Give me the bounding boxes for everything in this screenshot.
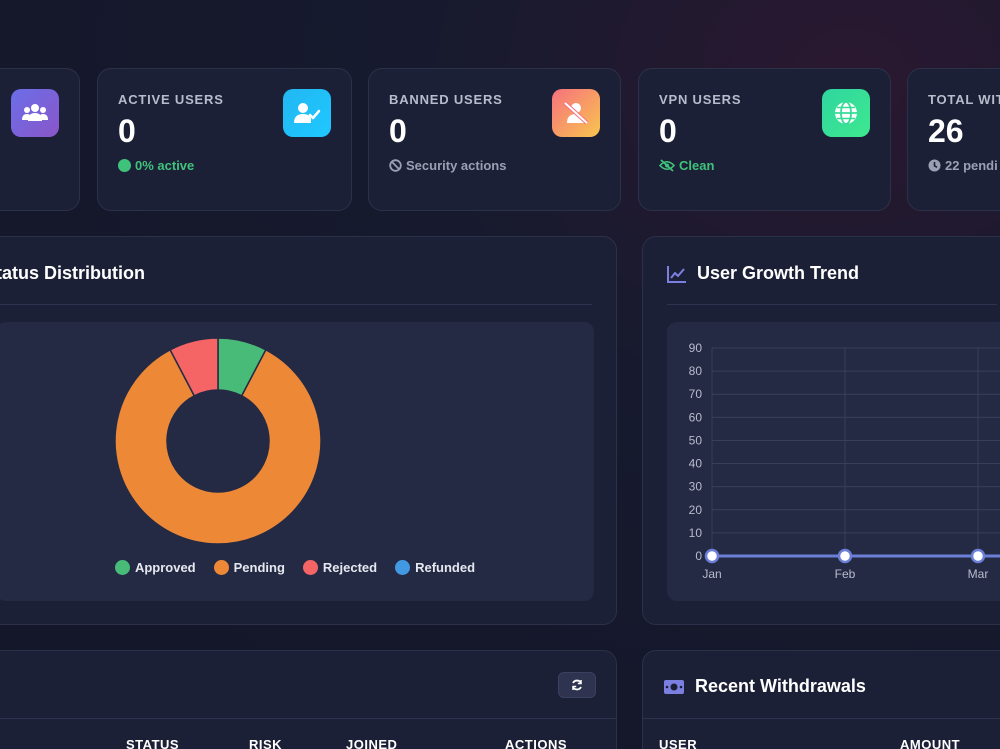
stat-card-total-withdrawals: TOTAL WIT 26 22 pendi	[907, 68, 1000, 211]
column-header-actions[interactable]: ACTIONS	[505, 737, 567, 749]
stat-sub: 0% active	[118, 158, 194, 173]
stat-card-banned-users: BANNED USERS 0 Security actions	[368, 68, 621, 211]
stat-card-active-users: ACTIVE USERS 0 0% active	[97, 68, 352, 211]
chart-line-icon	[667, 265, 686, 283]
legend-swatch	[114, 560, 130, 575]
y-tick-label: 60	[689, 410, 703, 424]
stat-label: VPN USERS	[659, 92, 742, 107]
eye-slash-icon	[659, 159, 675, 172]
stat-value: 0	[118, 113, 136, 149]
clock-icon	[928, 159, 941, 172]
line-chart-area: 0 10 20 30 40 50 60 70 80 90 Jan Feb Mar	[667, 322, 1000, 601]
stat-sub: Clean	[659, 158, 714, 173]
legend-label: Pending	[233, 560, 285, 575]
divider	[0, 304, 592, 305]
y-tick-label: 0	[695, 549, 702, 563]
status-distribution-panel: tatus Distribution Approved Pending Reje…	[0, 236, 617, 625]
y-tick-label: 40	[689, 457, 703, 471]
money-bill-icon	[664, 679, 684, 694]
y-tick-label: 90	[689, 341, 703, 355]
recent-withdrawals-panel: Recent Withdrawals USER AMOUNT	[642, 650, 1000, 749]
y-tick-label: 20	[689, 503, 703, 517]
y-tick-label: 30	[689, 480, 703, 494]
divider	[643, 718, 1000, 719]
legend-item-approved[interactable]: Approved	[114, 560, 196, 575]
refresh-button[interactable]	[558, 672, 596, 698]
data-point[interactable]	[837, 548, 853, 564]
stat-sub: 22 pendi	[928, 158, 998, 173]
stat-label: ACTIVE USERS	[118, 92, 224, 107]
y-tick-label: 50	[689, 433, 703, 447]
column-header-status[interactable]: STATUS	[126, 737, 180, 749]
legend-swatch	[395, 560, 411, 575]
column-header-joined[interactable]: JOINED	[346, 737, 398, 749]
stat-value: 0	[389, 113, 407, 149]
legend-label: Approved	[134, 560, 196, 575]
stat-sub: Security actions	[389, 158, 506, 173]
x-tick-label: Jan	[702, 567, 721, 581]
legend-item-rejected[interactable]: Rejected	[302, 560, 378, 575]
data-point[interactable]	[704, 548, 720, 564]
y-tick-label: 10	[689, 526, 703, 540]
user-check-icon	[283, 89, 331, 137]
user-growth-panel: User Growth Trend 0 10 20 30 40 50 60 70 80 90 Jan…	[642, 236, 1000, 625]
column-header-amount[interactable]: AMOUNT	[900, 737, 961, 749]
donut-slice-rejected[interactable]	[169, 337, 219, 397]
ban-icon	[389, 159, 402, 172]
green-dot-icon	[118, 159, 131, 172]
refresh-icon	[572, 679, 582, 691]
y-tick-label: 80	[689, 364, 703, 378]
users-table-panel: STATUS RISK JOINED ACTIONS	[0, 650, 617, 749]
data-point[interactable]	[970, 548, 986, 564]
stat-card-vpn-users: VPN USERS 0 Clean	[638, 68, 891, 211]
globe-icon	[822, 89, 870, 137]
donut-chart-area: Approved Pending Rejected Refunded	[0, 322, 594, 601]
panel-title-text: User Growth Trend	[697, 263, 860, 283]
legend-item-refunded[interactable]: Refunded	[395, 560, 475, 575]
donut-chart	[114, 337, 322, 545]
column-header-user[interactable]: USER	[659, 737, 698, 749]
stat-value: 0	[659, 113, 677, 149]
line-chart: 0 10 20 30 40 50 60 70 80 90 Jan Feb Mar	[689, 341, 1000, 581]
stat-sub-text: Clean	[679, 158, 715, 173]
stat-value: 26	[928, 113, 964, 149]
stat-card-total-users	[0, 68, 80, 211]
x-tick-label: Feb	[835, 567, 856, 581]
stat-sub-text: 22 pendi	[945, 158, 998, 173]
divider	[667, 304, 997, 305]
stat-label: BANNED USERS	[389, 92, 503, 107]
stat-sub-text: 0% active	[135, 158, 195, 173]
stat-label: TOTAL WIT	[928, 92, 1000, 107]
legend-swatch	[302, 560, 318, 575]
donut-slice-pending[interactable]	[114, 348, 322, 545]
x-tick-label: Mar	[968, 567, 989, 581]
legend-label: Refunded	[415, 560, 476, 575]
panel-title-text: Recent Withdrawals	[695, 676, 866, 696]
legend-item-pending[interactable]: Pending	[213, 560, 285, 575]
stat-sub-text: Security actions	[406, 158, 507, 173]
panel-title: Recent Withdrawals	[663, 676, 866, 697]
legend-label: Rejected	[322, 560, 378, 575]
divider	[0, 718, 616, 719]
y-tick-label: 70	[689, 387, 703, 401]
legend-swatch	[213, 560, 229, 575]
panel-title: tatus Distribution	[0, 263, 145, 283]
chart-legend: Approved Pending Rejected Refunded	[0, 560, 594, 575]
panel-title: User Growth Trend	[667, 263, 859, 284]
users-icon	[11, 89, 59, 137]
column-header-risk[interactable]: RISK	[249, 737, 283, 749]
user-slash-icon	[552, 89, 600, 137]
